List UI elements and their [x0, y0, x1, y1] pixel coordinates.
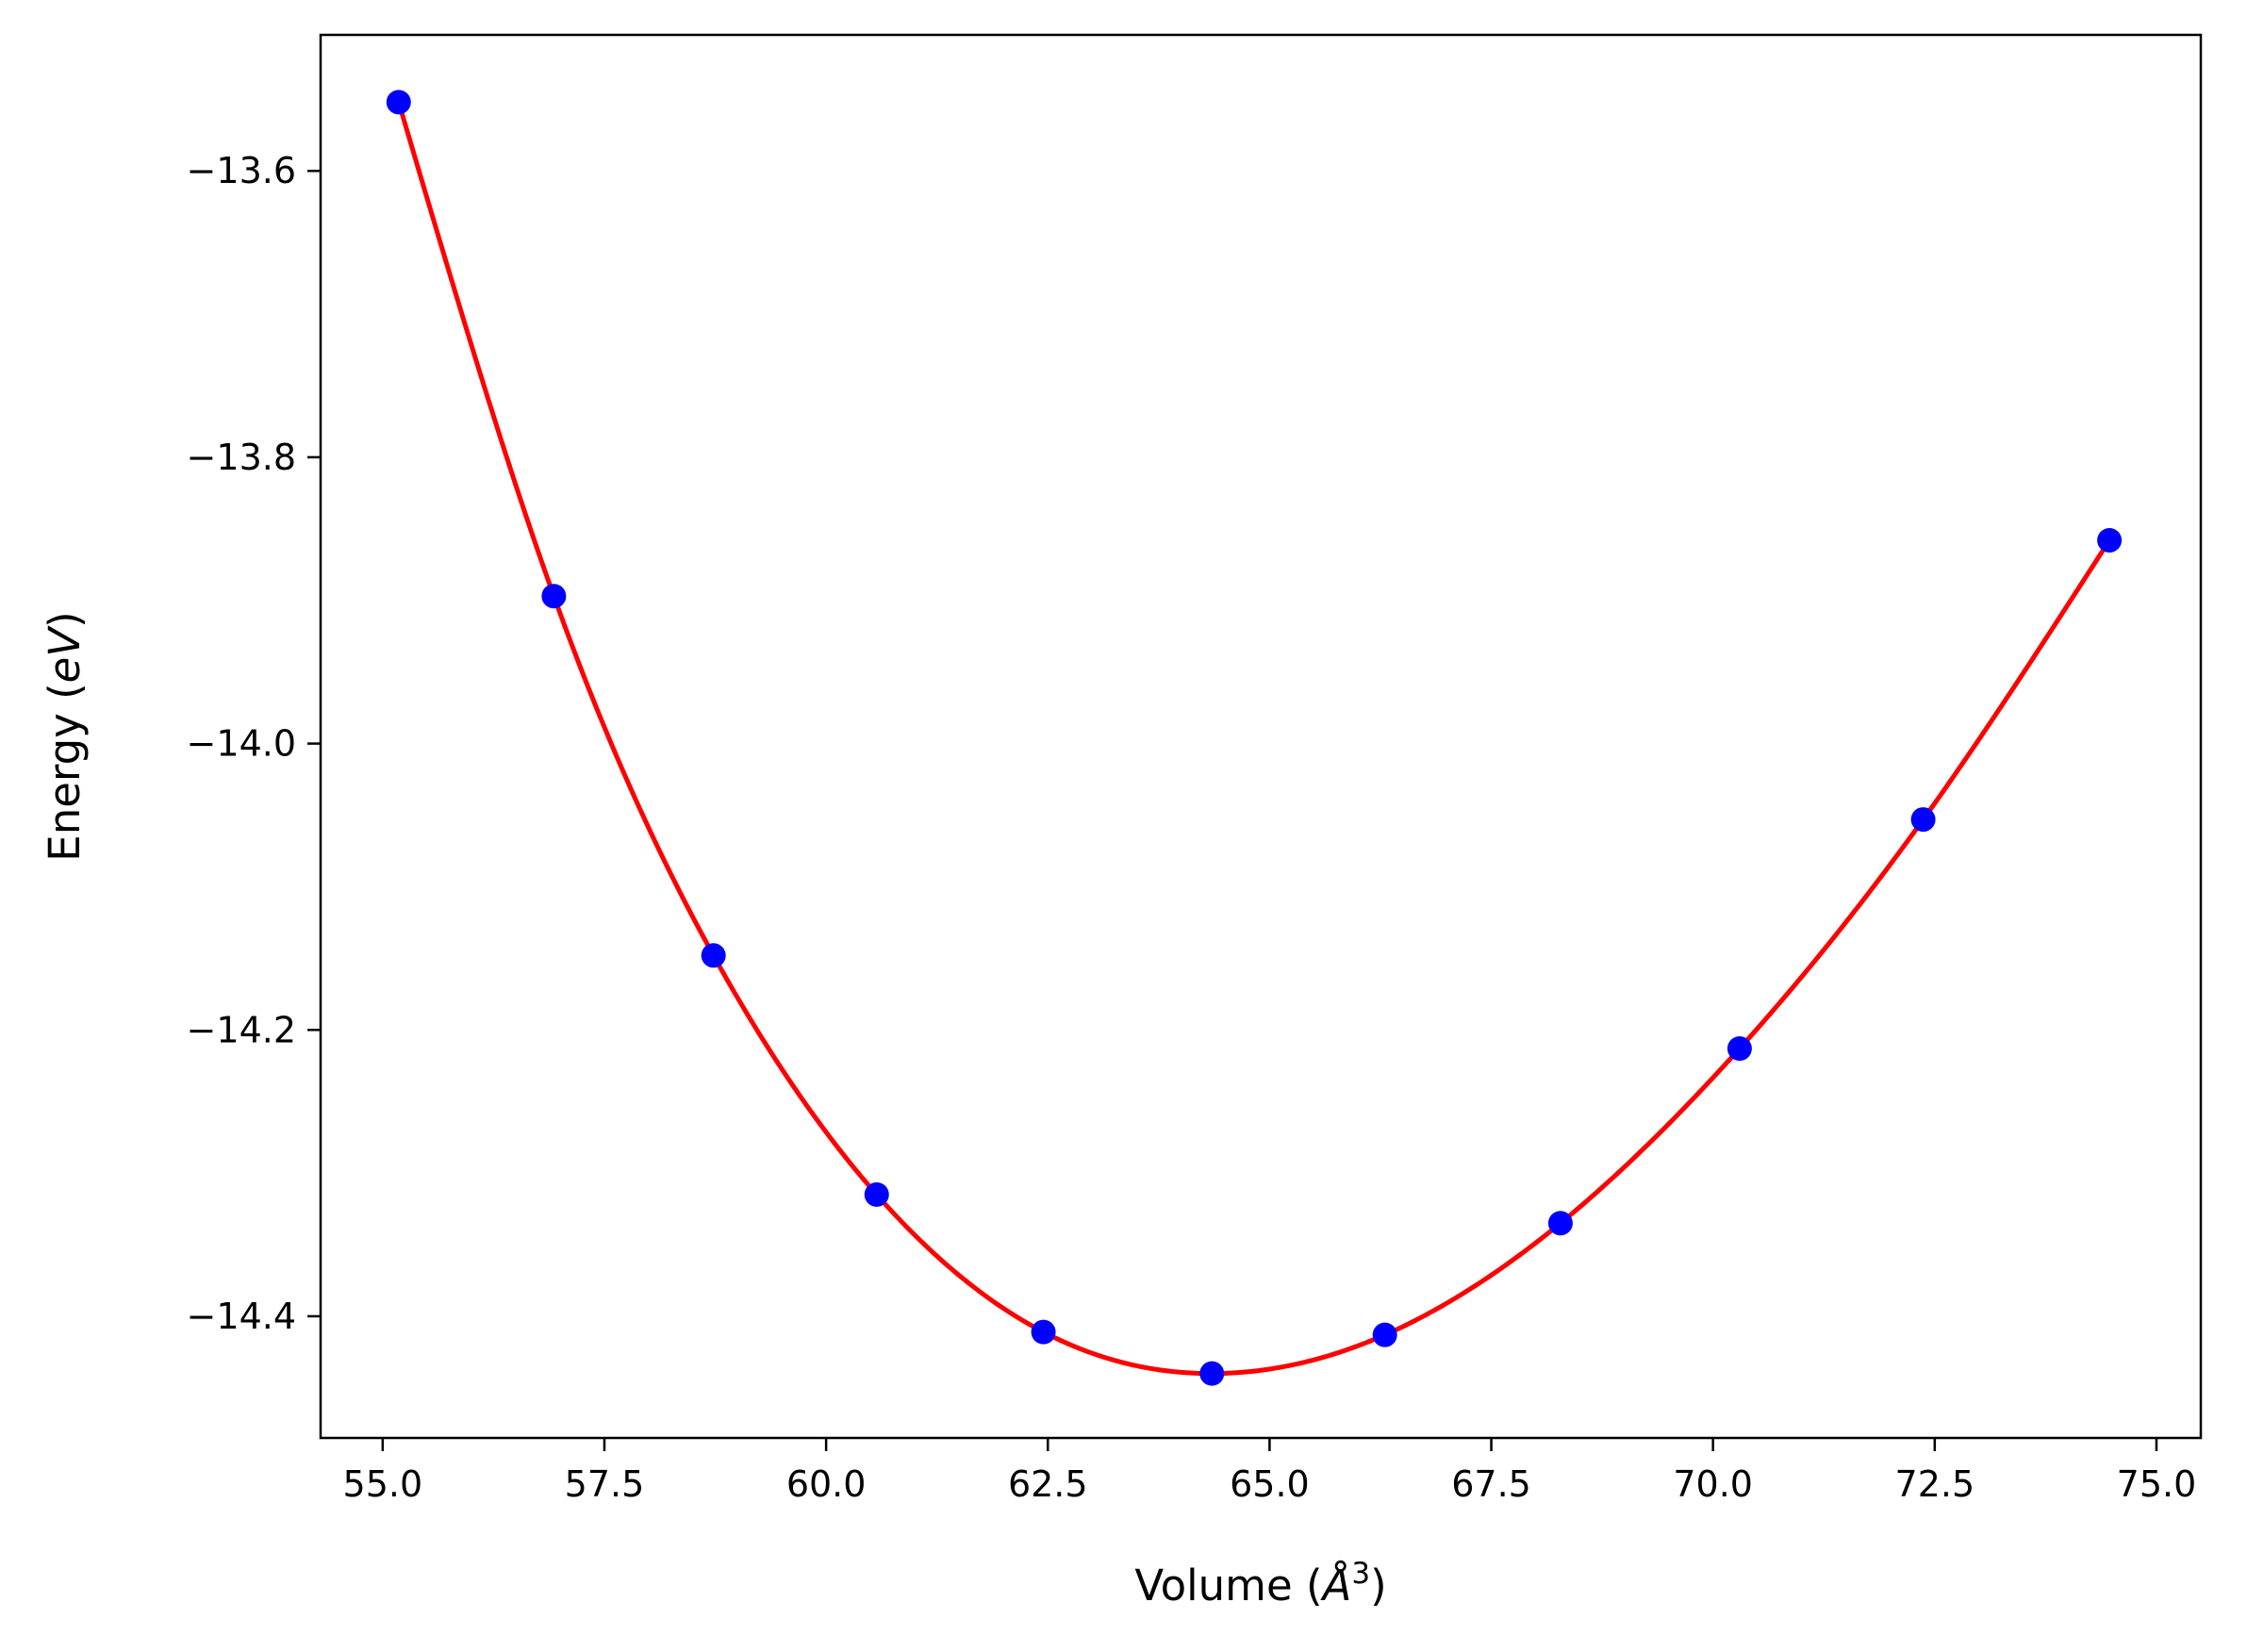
data-point	[1199, 1361, 1225, 1386]
plot-frame	[319, 33, 2203, 1440]
x-tick-label: 70.0	[1673, 1463, 1753, 1505]
plot-background	[321, 35, 2201, 1438]
data-points-layer	[386, 90, 2123, 1386]
y-tick-label: −14.4	[187, 1296, 296, 1337]
y-tick-label: −13.8	[187, 437, 296, 478]
y-axis-label: Energy (eV)	[40, 611, 90, 861]
y-axis-label-unit: eV	[40, 625, 90, 684]
fit-curve-layer	[396, 101, 2112, 1377]
data-point	[541, 584, 567, 609]
data-point	[386, 90, 411, 115]
x-axis-label-power: 3	[1351, 1557, 1370, 1591]
x-tick-label: 55.0	[343, 1463, 423, 1505]
x-tick-label: 57.5	[565, 1463, 645, 1505]
x-tick-label: 67.5	[1451, 1463, 1531, 1505]
data-point	[1031, 1319, 1056, 1345]
x-tick-label: 62.5	[1008, 1463, 1088, 1505]
data-point	[1372, 1322, 1397, 1347]
y-axis-label-text: Energy (	[40, 683, 90, 861]
data-point	[1910, 807, 1936, 833]
y-tick-label: −14.2	[187, 1009, 296, 1050]
x-axis-label: Volume (Å3)	[1134, 1557, 1386, 1611]
y-tick-label: −13.6	[187, 150, 296, 191]
x-tick-label: 65.0	[1230, 1463, 1310, 1505]
data-point	[1547, 1211, 1573, 1236]
x-axis-ticks: 55.0 57.5 60.0 62.5 65.0 67.5 70.0 72.5 75.0	[343, 1438, 2197, 1505]
x-tick-label: 75.0	[2117, 1463, 2197, 1505]
y-tick-label: −14.0	[187, 723, 296, 765]
y-axis-ticks: −13.6 −13.8 −14.0 −14.2 −14.4	[187, 150, 321, 1337]
data-point	[1727, 1036, 1752, 1062]
x-axis-label-symbol: Å	[1320, 1561, 1352, 1611]
data-point	[701, 943, 726, 968]
x-axis-label-close: )	[1370, 1561, 1387, 1611]
y-axis-label-close: )	[40, 611, 90, 628]
fit-curve-line	[396, 101, 2112, 1377]
x-tick-label: 72.5	[1895, 1463, 1975, 1505]
data-point	[864, 1181, 889, 1207]
x-tick-label: 60.0	[786, 1463, 867, 1505]
x-axis-label-text: Volume (	[1134, 1561, 1322, 1611]
data-point	[2097, 527, 2123, 553]
